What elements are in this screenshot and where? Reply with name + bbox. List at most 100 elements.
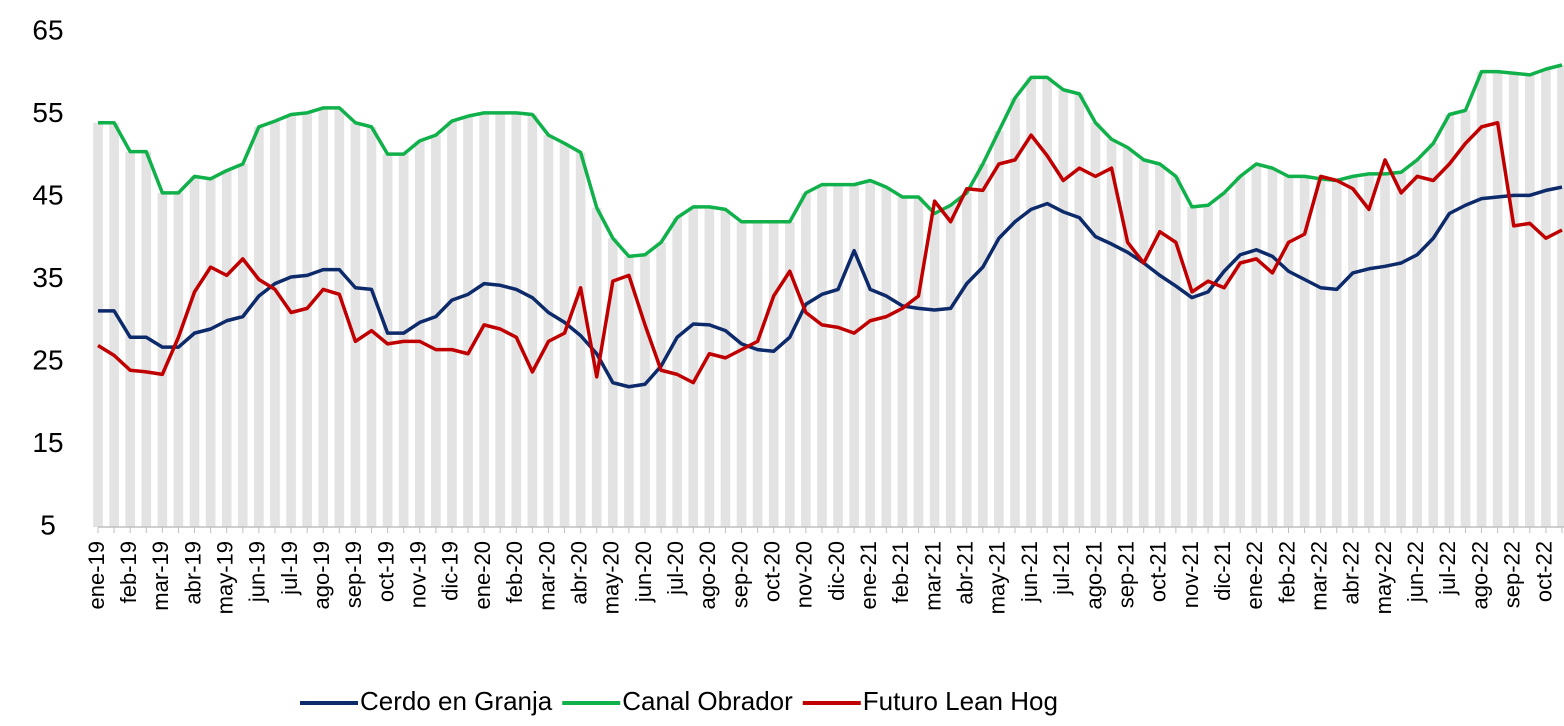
shade-bar bbox=[157, 192, 168, 527]
shade-bar bbox=[1219, 192, 1229, 527]
x-tick-label: dic-20 bbox=[824, 541, 849, 601]
shade-bar bbox=[463, 116, 473, 528]
x-tick-label: abr-22 bbox=[1339, 541, 1364, 605]
x-tick-label: nov-21 bbox=[1178, 541, 1203, 608]
x-tick-label: may-19 bbox=[213, 541, 238, 614]
y-tick-label: 55 bbox=[32, 97, 63, 128]
x-tick-label: oct-20 bbox=[760, 541, 785, 602]
x-tick-label: jun-21 bbox=[1017, 541, 1042, 603]
shade-bar bbox=[1042, 77, 1053, 527]
x-tick-label: jun-22 bbox=[1403, 541, 1428, 603]
x-tick-label: mar-19 bbox=[148, 541, 173, 611]
shade-bar bbox=[1508, 73, 1519, 527]
y-tick-label: 5 bbox=[40, 509, 56, 540]
shade-bar bbox=[978, 164, 988, 527]
shade-bar bbox=[624, 256, 634, 527]
shade-bar bbox=[1187, 206, 1197, 527]
shade-bar bbox=[1235, 176, 1246, 527]
shade-bar bbox=[961, 192, 972, 527]
shade-bar bbox=[221, 170, 232, 527]
shade-bar bbox=[350, 122, 361, 527]
x-tick-label: feb-21 bbox=[888, 541, 913, 603]
shade-bar bbox=[1444, 114, 1455, 527]
shade-bar bbox=[366, 126, 377, 527]
shade-bar bbox=[270, 121, 280, 527]
shade-bar bbox=[704, 206, 715, 527]
shade-bar bbox=[1460, 110, 1471, 527]
shade-bar bbox=[479, 112, 489, 527]
x-tick-label: sep-20 bbox=[727, 541, 752, 608]
shade-bar bbox=[1122, 147, 1133, 527]
y-tick-label: 35 bbox=[32, 262, 63, 293]
x-tick-label: ago-20 bbox=[695, 541, 720, 610]
shade-bar bbox=[414, 140, 425, 527]
x-tick-label: oct-21 bbox=[1146, 541, 1171, 602]
shade-bar bbox=[1203, 205, 1213, 527]
series-line bbox=[98, 185, 1563, 389]
shade-bar bbox=[1074, 93, 1085, 527]
x-tick-label: feb-20 bbox=[502, 541, 527, 603]
shade-bar bbox=[833, 184, 843, 527]
shade-bar bbox=[1331, 180, 1342, 527]
shade-bar bbox=[286, 114, 296, 527]
x-tick-label: mar-21 bbox=[920, 541, 945, 611]
series bbox=[97, 121, 1563, 385]
shade-bar bbox=[302, 112, 312, 527]
shade-bar bbox=[1138, 159, 1149, 527]
shade-bar bbox=[1171, 176, 1181, 527]
shade-bar bbox=[1348, 176, 1358, 527]
shade-bar bbox=[334, 107, 345, 528]
shade-bar bbox=[109, 122, 119, 527]
x-tick-label: feb-19 bbox=[116, 541, 141, 603]
shade-bar bbox=[205, 178, 216, 527]
legend-label: Canal Obrador bbox=[622, 686, 793, 716]
x-tick-label: may-22 bbox=[1371, 541, 1396, 614]
x-tick-label: ago-22 bbox=[1467, 541, 1492, 610]
x-tick-label: ago-21 bbox=[1081, 541, 1106, 610]
shade-bar bbox=[688, 206, 699, 527]
shade-bar bbox=[575, 152, 586, 527]
shade-bar bbox=[1524, 74, 1535, 528]
x-tick-label: sep-21 bbox=[1113, 541, 1138, 608]
x-tick-label: jun-19 bbox=[245, 541, 270, 603]
x-tick-label: nov-19 bbox=[406, 541, 431, 608]
x-tick-label: sep-22 bbox=[1500, 541, 1525, 608]
shade-bar bbox=[237, 164, 248, 527]
legend-label: Cerdo en Granja bbox=[360, 686, 553, 716]
shade-bar bbox=[1299, 176, 1310, 527]
shade-bar bbox=[511, 112, 522, 527]
legend-label: Futuro Lean Hog bbox=[863, 686, 1058, 716]
x-tick-label: ene-20 bbox=[470, 541, 495, 610]
shade-bar bbox=[1154, 164, 1165, 527]
shade-bar bbox=[1283, 176, 1294, 527]
x-tick-label: jul-20 bbox=[663, 541, 688, 596]
x-tick-label: mar-20 bbox=[534, 541, 559, 611]
shade-bar bbox=[318, 107, 329, 528]
series-line bbox=[98, 63, 1563, 259]
shade-bar bbox=[431, 135, 441, 527]
shade-bar bbox=[447, 121, 457, 527]
x-tick-label: may-21 bbox=[985, 541, 1010, 614]
shade-bar bbox=[1541, 69, 1551, 527]
shade-bar bbox=[768, 221, 779, 527]
x-tick-label: dic-19 bbox=[438, 541, 463, 601]
y-tick-label: 25 bbox=[32, 344, 63, 375]
shade-bar bbox=[1251, 164, 1262, 527]
shade-bar bbox=[1492, 71, 1503, 527]
x-tick-label: nov-20 bbox=[792, 541, 817, 608]
y-tick-label: 65 bbox=[32, 14, 63, 45]
shade-bar bbox=[495, 112, 506, 527]
shade-bar bbox=[559, 143, 570, 527]
shade-bar bbox=[1412, 159, 1423, 527]
x-tick-label: feb-22 bbox=[1274, 541, 1299, 603]
shade-bar bbox=[1380, 173, 1390, 527]
shade-bar bbox=[736, 221, 747, 527]
shade-bar bbox=[913, 197, 924, 527]
series bbox=[98, 185, 1563, 389]
x-tick-label: abr-21 bbox=[953, 541, 978, 605]
shade-bar bbox=[189, 176, 200, 527]
shade-bar bbox=[382, 154, 393, 527]
x-tick-label: oct-22 bbox=[1532, 541, 1557, 602]
x-tick-label: jul-19 bbox=[277, 541, 302, 596]
